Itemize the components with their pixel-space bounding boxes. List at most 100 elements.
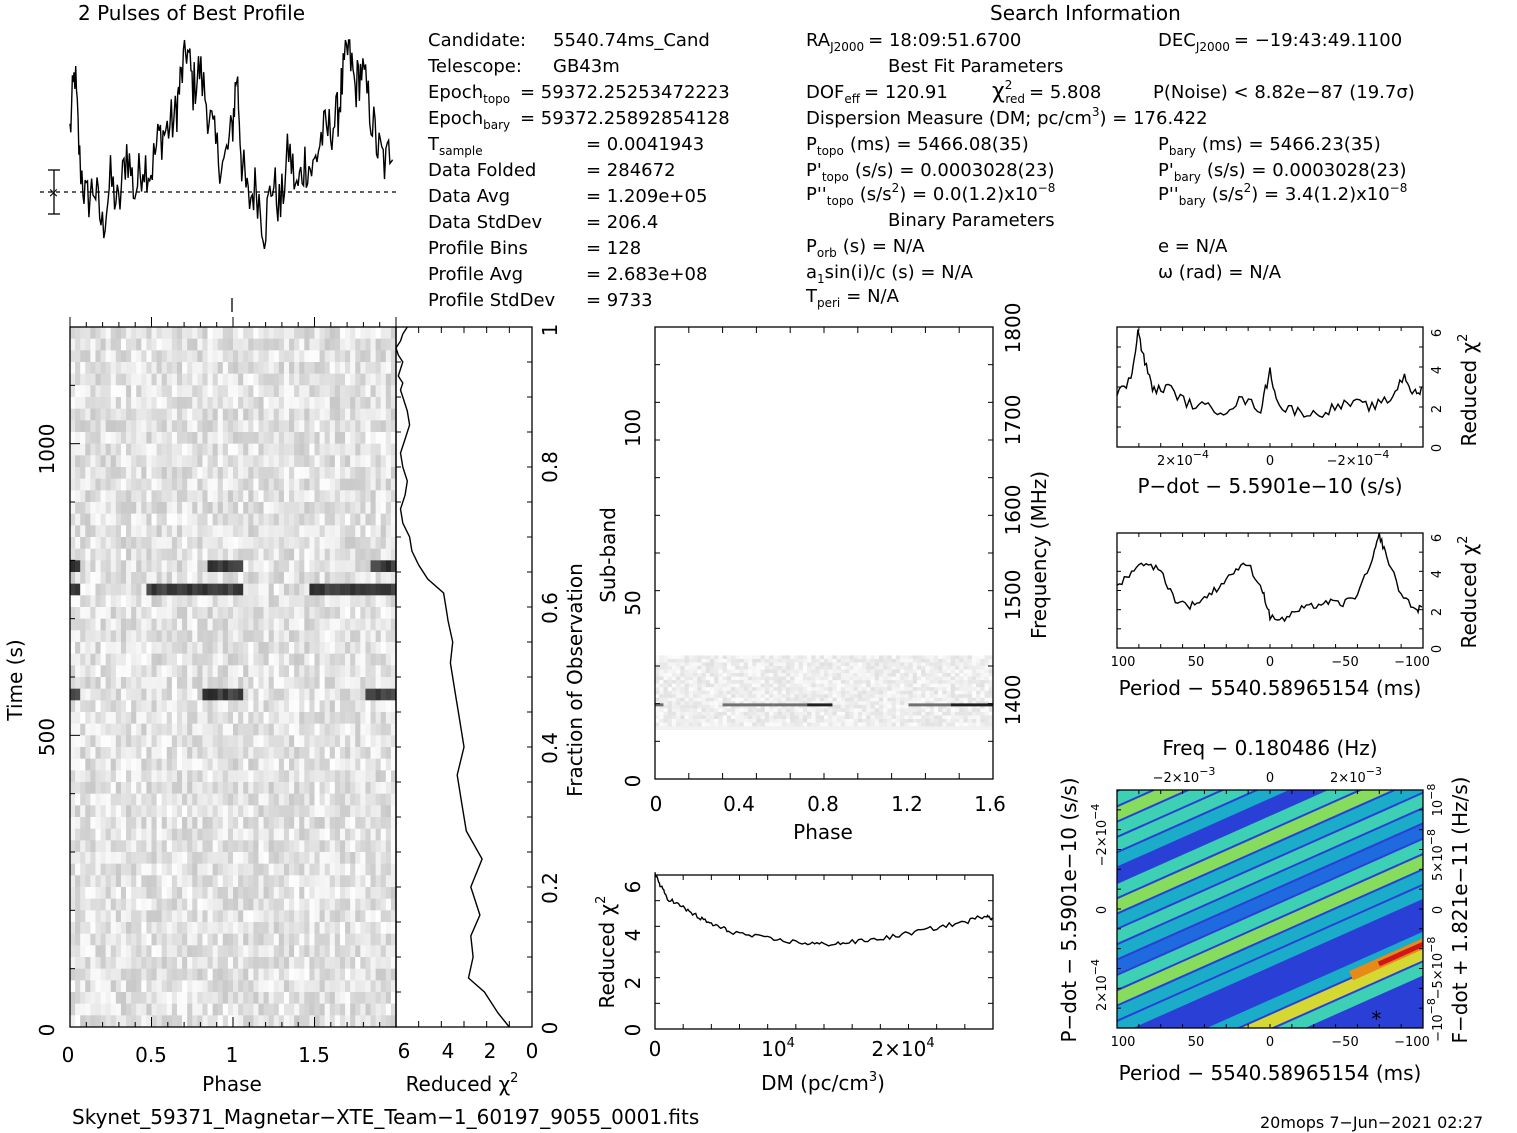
heatmap-cell [933,680,939,684]
heatmap-cell [294,595,300,608]
heatmap-cell [176,327,183,340]
heatmap-cell [85,980,91,993]
heatmap-cell [777,676,783,681]
heatmap-cell [680,687,685,692]
heatmap-cell [815,694,821,699]
heatmap-cell [883,676,888,681]
heatmap-cell [667,687,673,692]
heatmap-cell [176,455,183,468]
heatmap-cell [370,338,377,351]
heatmap-cell [192,688,198,701]
heatmap-cell [304,677,310,690]
heatmap-cell [253,490,259,503]
heatmap-cell [294,653,300,666]
heatmap-cell [355,548,361,561]
heatmap-cell [811,687,816,692]
heatmap-cell [166,1015,173,1028]
heatmap-cell [912,662,918,667]
heatmap-cell [819,662,825,667]
heatmap-cell [100,805,107,818]
heatmap-cell [146,828,152,841]
heatmap-cell [697,658,702,663]
heatmap-cell [319,793,326,806]
heatmap-cell [212,373,219,386]
heatmap-cell [105,735,112,748]
heatmap-cell [263,840,270,853]
heatmap-cell [90,887,96,900]
heatmap-cell [176,898,183,911]
heatmap-cell [390,490,397,503]
heatmap-cell [100,583,107,596]
heatmap-cell [95,665,101,678]
heatmap-cell [131,607,137,620]
heatmap-cell [705,666,711,670]
heatmap-cell [227,968,234,981]
heatmap-cell [176,618,183,631]
heatmap-cell [156,338,163,351]
heatmap-cell [921,673,926,677]
heatmap-cell [151,1015,157,1028]
heatmap-cell [110,933,117,946]
heatmap-cell [299,980,305,993]
heatmap-cell [202,548,208,561]
heatmap-cell [294,817,300,830]
heatmap-cell [243,397,249,410]
heatmap-cell [309,385,315,398]
heatmap-cell [314,910,320,923]
heatmap-cell [938,655,943,660]
heatmap-cell [319,513,326,526]
heatmap-cell [684,666,690,670]
heatmap-cell [136,420,142,433]
heatmap-cell [329,945,336,958]
heatmap-cell [278,922,285,935]
heatmap-cell [853,683,859,688]
heatmap-cell [329,443,336,456]
heatmap-cell [385,828,392,841]
heatmap-cell [95,432,101,445]
heatmap-cell [253,583,259,596]
dec-line: DECJ2000 = −19:43:49.1100 [1158,30,1402,54]
heatmap-cell [976,676,981,681]
heatmap-cell [146,688,152,701]
heatmap-cell [238,350,244,363]
heatmap-cell [212,665,219,678]
heatmap-cell [314,723,320,736]
heatmap-cell [141,455,147,468]
heatmap-cell [988,676,994,681]
heatmap-cell [136,758,142,771]
heatmap-cell [166,618,173,631]
heatmap-cell [319,910,326,923]
heatmap-cell [680,683,685,688]
heatmap-cell [954,669,960,674]
heatmap-cell [370,595,377,608]
heatmap-cell [187,782,193,795]
heatmap-cell [718,690,723,695]
heatmap-cell [243,840,249,853]
heatmap-cell [385,945,392,958]
heatmap-cell [365,852,371,865]
heatmap-cell [227,782,234,795]
heatmap-cell [339,910,346,923]
heatmap-cell [156,350,163,363]
heatmap-cell [227,922,234,935]
heatmap-cell [355,502,361,515]
heatmap-cell [289,945,295,958]
heatmap-cell [212,688,219,701]
heatmap-cell [971,676,977,681]
heatmap-cell [355,478,361,491]
heatmap-cell [360,572,366,585]
heatmap-cell [171,828,178,841]
heatmap-cell [156,712,163,725]
heatmap-cell [832,669,837,674]
heatmap-cell [273,490,280,503]
heatmap-cell [908,687,914,692]
heatmap-cell [319,537,326,550]
heatmap-cell [187,595,193,608]
heatmap-cell [375,793,382,806]
heatmap-cell [192,502,198,515]
heatmap-cell [309,688,315,701]
heatmap-cell [253,618,259,631]
heatmap-cell [243,572,249,585]
heatmap-cell [273,688,280,701]
heatmap-cell [929,658,935,663]
